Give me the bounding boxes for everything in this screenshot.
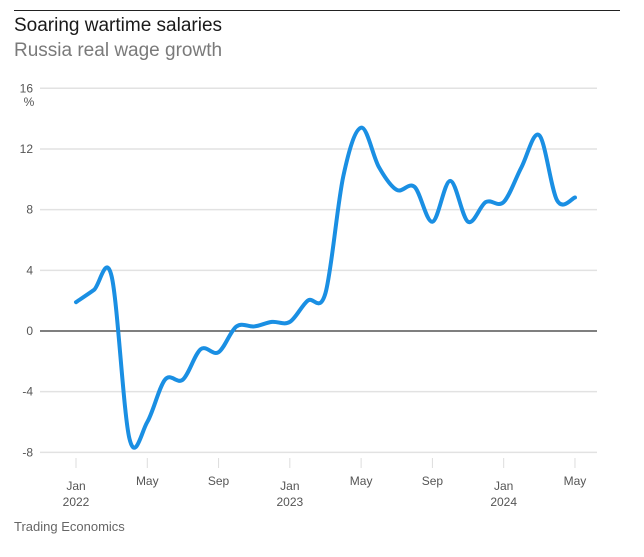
series-line	[74, 125, 577, 450]
y-tick-label: 4	[26, 263, 33, 277]
top-rule	[14, 10, 620, 11]
x-tick-label: May	[350, 474, 373, 488]
x-tick-label: May	[564, 474, 587, 488]
x-tick-label: May	[136, 474, 159, 488]
y-tick-label: 8	[26, 203, 33, 217]
y-unit-label: %	[24, 95, 35, 109]
chart-subtitle: Russia real wage growth	[14, 40, 223, 61]
x-tick-year: 2022	[63, 495, 90, 509]
y-tick-label: 12	[20, 142, 34, 156]
x-tick-label: Sep	[422, 474, 444, 488]
y-tick-label: -8	[22, 445, 33, 459]
y-tick-label: 0	[26, 324, 33, 338]
x-tick-year: 2024	[490, 495, 517, 509]
x-tick-label: Jan	[280, 479, 299, 493]
source-label: Trading Economics	[14, 519, 125, 534]
chart-title: Soaring wartime salaries	[14, 15, 223, 36]
x-tick-label: Sep	[208, 474, 230, 488]
x-tick-year: 2023	[276, 495, 303, 509]
x-tick-label: Jan	[66, 479, 85, 493]
y-tick-label: 16	[20, 81, 34, 95]
x-tick-label: Jan	[494, 479, 513, 493]
y-tick-label: -4	[22, 385, 33, 399]
